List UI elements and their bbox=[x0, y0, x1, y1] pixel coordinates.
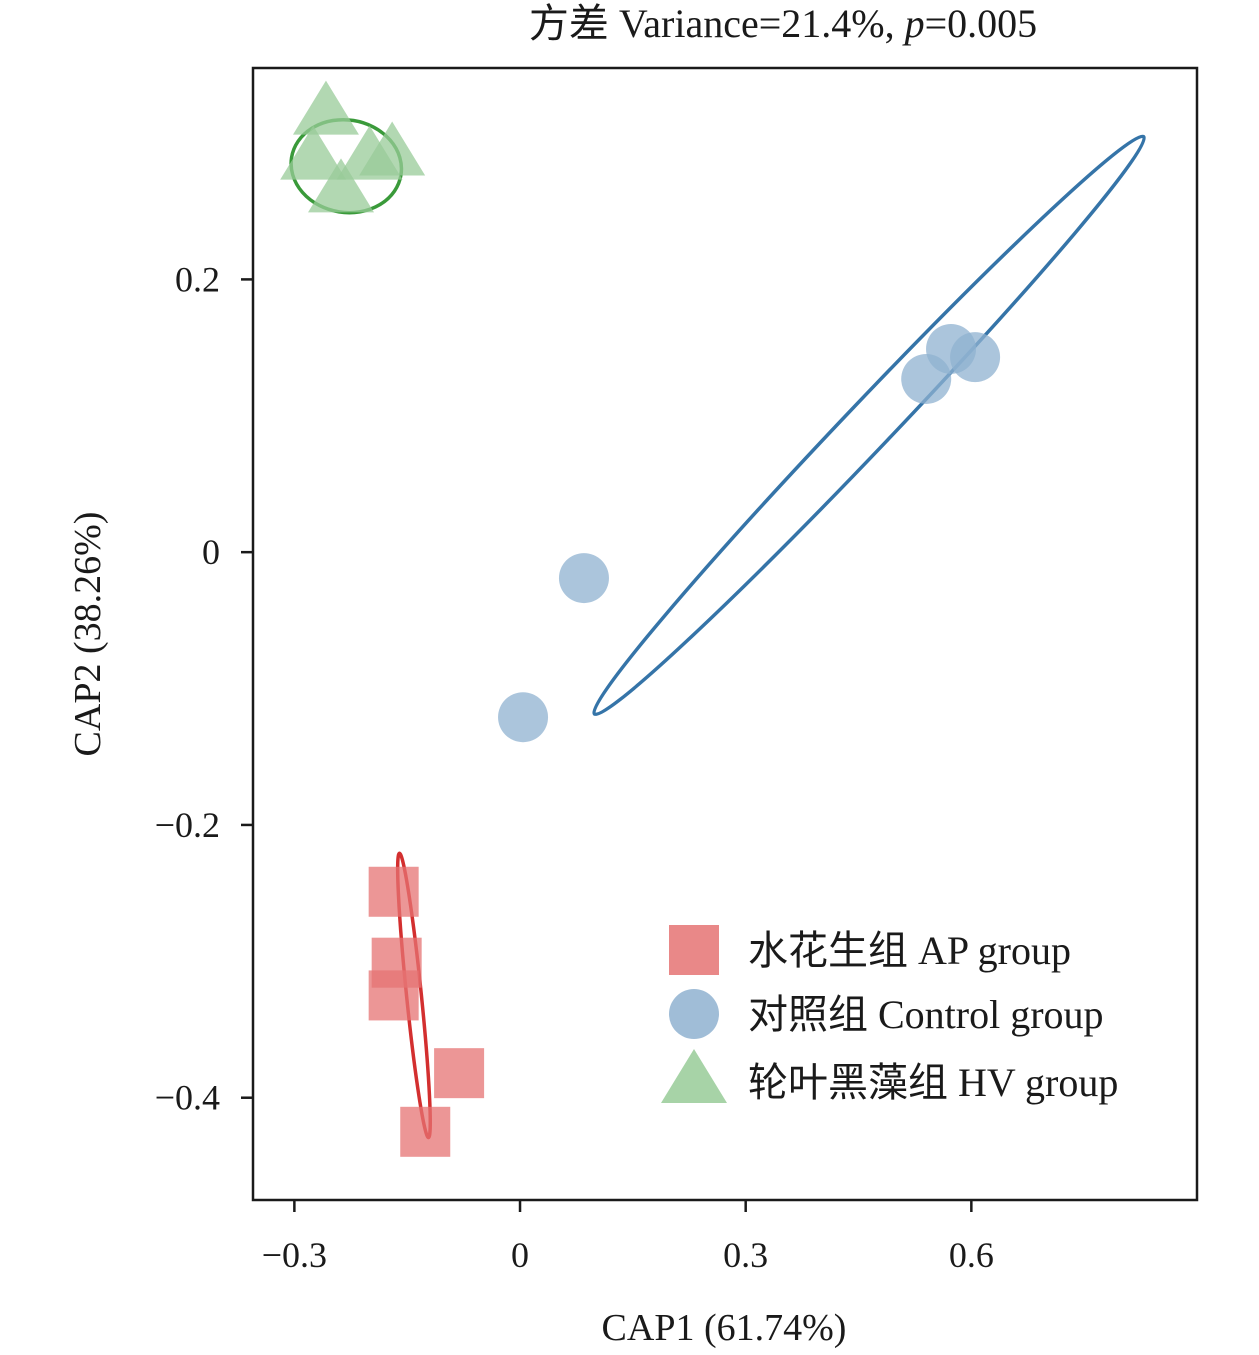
x-tick-label: 0 bbox=[511, 1235, 529, 1275]
legend-label: 轮叶黑藻组 HV group bbox=[748, 1060, 1118, 1105]
legend-label: 对照组 Control group bbox=[748, 992, 1104, 1037]
y-tick-label: −0.2 bbox=[155, 805, 220, 845]
legend-marker-circle bbox=[669, 989, 719, 1039]
point-layer bbox=[280, 80, 1001, 1157]
legend-item-triangle: 轮叶黑藻组 HV group bbox=[661, 1049, 1118, 1105]
legend-marker-square bbox=[669, 925, 719, 975]
legend: 水花生组 AP group 对照组 Control group 轮叶黑藻组 HV g… bbox=[661, 925, 1118, 1105]
axes-layer: −0.3 0 0.3 0.6 0.2 0 −0.2 −0.4 bbox=[155, 259, 994, 1275]
y-axis-label: CAP2 (38.26%) bbox=[67, 512, 109, 757]
data-point-triangle-4 bbox=[359, 121, 426, 176]
data-point-circle-3 bbox=[901, 353, 952, 404]
chart-title-p-symbol: p bbox=[902, 1, 925, 46]
plot-frame bbox=[251, 66, 1199, 1202]
data-point-square-5 bbox=[400, 1106, 451, 1157]
y-tick-label: −0.4 bbox=[155, 1078, 220, 1118]
data-point-circle-5 bbox=[498, 692, 549, 743]
y-tick-label: 0.2 bbox=[175, 259, 220, 299]
data-point-square-1 bbox=[368, 866, 419, 917]
data-point-triangle-5 bbox=[308, 158, 375, 213]
x-tick-label: −0.3 bbox=[262, 1235, 327, 1275]
x-tick-label: 0.6 bbox=[949, 1235, 994, 1275]
legend-item-circle: 对照组 Control group bbox=[669, 989, 1104, 1039]
chart-title-prefix: 方差 Variance=21.4%, bbox=[529, 1, 905, 46]
data-point-circle-4 bbox=[558, 553, 609, 604]
chart-title: 方差 Variance=21.4%, p=0.005 bbox=[529, 1, 1037, 46]
confidence-ellipse-circle bbox=[592, 134, 1146, 717]
data-point-square-3 bbox=[368, 970, 419, 1021]
x-tick-label: 0.3 bbox=[723, 1235, 768, 1275]
legend-label: 水花生组 AP group bbox=[748, 928, 1071, 973]
chart-title-p-value: =0.005 bbox=[925, 1, 1038, 46]
data-point-triangle-2 bbox=[280, 125, 347, 180]
data-point-square-4 bbox=[434, 1048, 485, 1099]
legend-item-square: 水花生组 AP group bbox=[669, 925, 1071, 975]
x-axis-label: CAP1 (61.74%) bbox=[602, 1307, 847, 1349]
legend-marker-triangle bbox=[661, 1049, 727, 1103]
y-tick-label: 0 bbox=[202, 532, 220, 572]
data-point-triangle-1 bbox=[292, 80, 359, 135]
data-point-circle-2 bbox=[950, 332, 1001, 383]
